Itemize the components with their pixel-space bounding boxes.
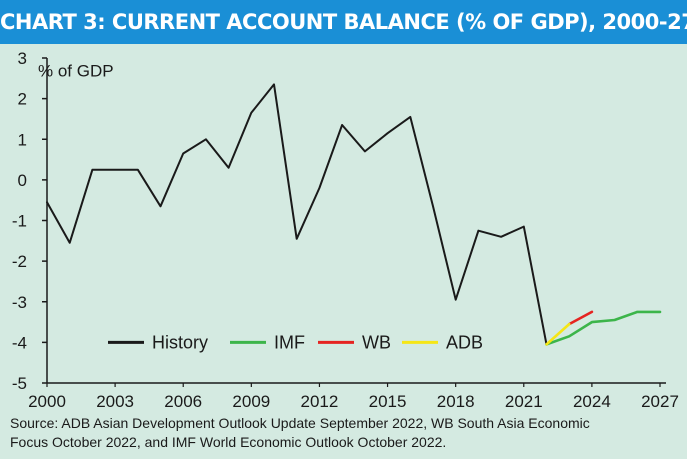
- source-note: Source: ADB Asian Development Outlook Up…: [10, 414, 680, 452]
- y-axis-label: % of GDP: [38, 61, 114, 80]
- y-tick-label: 1: [18, 130, 27, 149]
- y-tick-label: -1: [12, 212, 27, 231]
- x-tick-label: 2009: [232, 392, 270, 411]
- source-line-2: Focus October 2022, and IMF World Econom…: [10, 434, 447, 450]
- x-tick-label: 2027: [641, 392, 679, 411]
- legend-label-adb: ADB: [446, 332, 483, 352]
- x-tick-label: 2015: [369, 392, 407, 411]
- x-tick-label: 2003: [96, 392, 134, 411]
- y-tick-label: -3: [12, 293, 27, 312]
- x-tick-label: 2012: [301, 392, 339, 411]
- source-line-1: Source: ADB Asian Development Outlook Up…: [10, 415, 590, 431]
- x-tick-label: 2000: [28, 392, 66, 411]
- legend-label-imf: IMF: [274, 332, 305, 352]
- series-line-adb: [545, 322, 571, 346]
- series-line-imf: [545, 310, 662, 346]
- y-tick-label: 2: [18, 90, 27, 109]
- series-line-history: [46, 83, 548, 346]
- series-line-wb: [567, 310, 594, 326]
- y-tick-label: 3: [18, 49, 27, 68]
- chart-title: CHART 3: CURRENT ACCOUNT BALANCE (% OF G…: [0, 0, 687, 44]
- legend-label-wb: WB: [362, 332, 391, 352]
- x-tick-label: 2006: [164, 392, 202, 411]
- x-tick-label: 2021: [505, 392, 543, 411]
- y-tick-label: -5: [12, 374, 27, 393]
- y-tick-label: -2: [12, 252, 27, 271]
- y-tick-label: -4: [12, 333, 27, 352]
- x-tick-label: 2024: [573, 392, 611, 411]
- y-tick-label: 0: [18, 171, 27, 190]
- legend-label-history: History: [152, 332, 208, 352]
- x-tick-label: 2018: [437, 392, 475, 411]
